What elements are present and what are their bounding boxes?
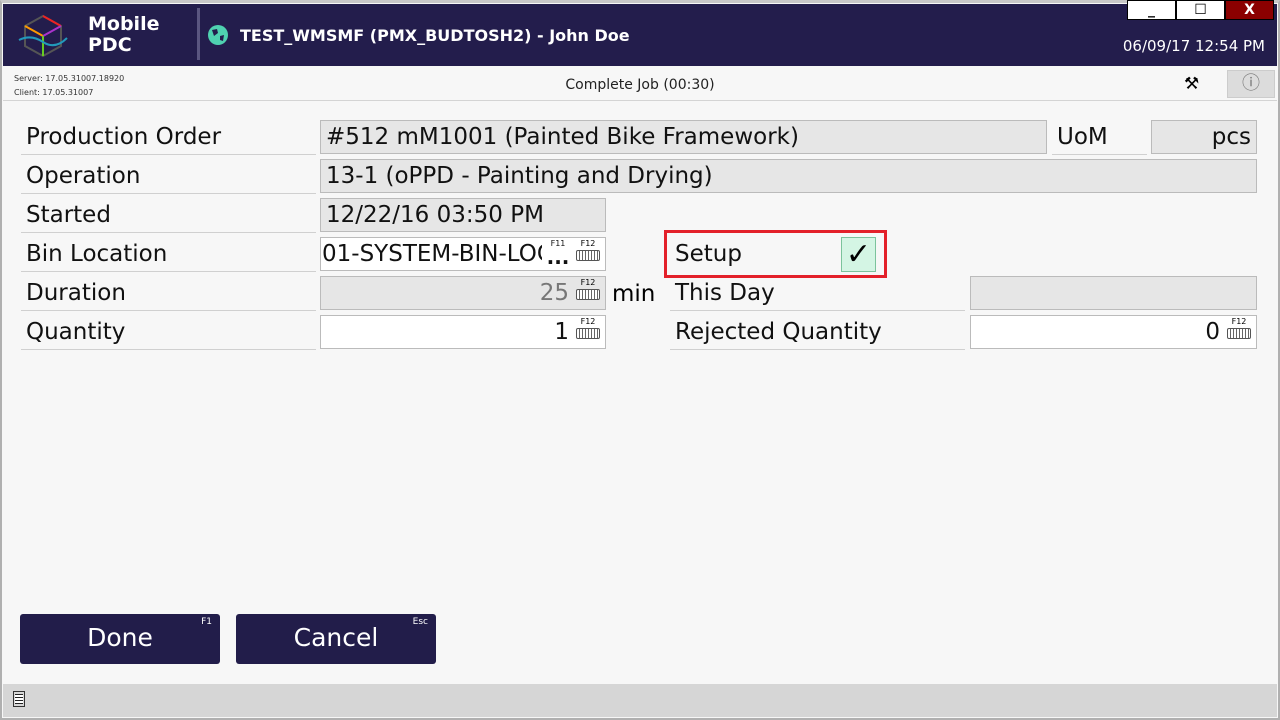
server-version: Server: 17.05.31007.18920	[14, 74, 125, 83]
done-hotkey: F1	[201, 617, 212, 627]
brand-line2: PDC	[88, 34, 132, 56]
operation-field: 13-1 (oPPD - Painting and Drying)	[320, 159, 1257, 193]
rejected-quantity-label: Rejected Quantity	[670, 314, 965, 350]
duration-field: 25 F12	[320, 276, 606, 310]
setup-highlight	[664, 230, 887, 278]
client-version: Client: 17.05.31007	[14, 88, 94, 97]
production-order-label: Production Order	[21, 119, 316, 155]
cancel-hotkey: Esc	[412, 617, 428, 627]
maximize-button[interactable]: ☐	[1176, 0, 1225, 20]
keyboard-hotkey: F12	[580, 239, 596, 248]
keyboard-button[interactable]: F12	[574, 317, 602, 347]
keyboard-button[interactable]: F12	[574, 239, 602, 269]
minimize-button[interactable]: _	[1127, 0, 1176, 20]
keyboard-icon	[1227, 328, 1251, 339]
bin-location-value: 01-SYSTEM-BIN-LOCATION	[322, 241, 542, 267]
this-day-field	[970, 276, 1257, 310]
bin-location-input[interactable]: 01-SYSTEM-BIN-LOCATION F11 ... F12	[320, 237, 606, 271]
mobile-pdc-logo-icon	[18, 14, 68, 58]
info-button[interactable]: ⓘ	[1227, 70, 1275, 98]
window-title: TEST_WMSMF (PMX_BUDTOSH2) - John Doe	[240, 26, 630, 45]
duration-value: 25	[539, 280, 569, 306]
uom-field: pcs	[1151, 120, 1257, 154]
keyboard-icon	[576, 289, 600, 300]
app-header: Mobile PDC TEST_WMSMF (PMX_BUDTOSH2) - Jo…	[3, 0, 1277, 66]
keyboard-icon	[576, 250, 600, 261]
this-day-label: This Day	[670, 275, 965, 311]
duration-label: Duration	[21, 275, 316, 311]
keyboard-button[interactable]: F12	[1225, 317, 1253, 347]
document-log-icon[interactable]	[13, 691, 25, 707]
uom-label: UoM	[1052, 119, 1147, 155]
bin-location-label: Bin Location	[21, 236, 316, 272]
datetime: 06/09/17 12:54 PM	[1122, 37, 1265, 55]
header-divider	[197, 8, 200, 60]
keyboard-button[interactable]: F12	[574, 278, 602, 308]
version-info: Server: 17.05.31007.18920 Client: 17.05.3…	[14, 72, 124, 100]
cancel-label: Cancel	[293, 623, 379, 652]
keyboard-hotkey: F12	[580, 317, 596, 326]
rejected-quantity-value: 0	[1205, 319, 1220, 345]
sub-header: Server: 17.05.31007.18920 Client: 17.05.3…	[3, 66, 1277, 101]
brand-name: Mobile PDC	[88, 14, 159, 56]
globe-icon	[208, 25, 228, 45]
duration-unit: min	[612, 281, 656, 307]
status-bar	[3, 684, 1277, 717]
brand-line1: Mobile	[88, 13, 160, 35]
browse-button[interactable]: ...	[546, 250, 570, 269]
quantity-label: Quantity	[21, 314, 316, 350]
window-controls: _ ☐ X	[1127, 0, 1274, 20]
keyboard-hotkey: F12	[580, 278, 596, 287]
page-title: Complete Job (00:30)	[565, 77, 715, 93]
cancel-button[interactable]: Cancel Esc	[236, 614, 436, 664]
close-button[interactable]: X	[1225, 0, 1274, 20]
started-field: 12/22/16 03:50 PM	[320, 198, 606, 232]
browse-hotkey: F11	[550, 239, 566, 248]
quantity-input[interactable]: 1 F12	[320, 315, 606, 349]
operation-label: Operation	[21, 158, 316, 194]
setup-label: Setup	[675, 241, 742, 267]
quantity-value: 1	[554, 319, 569, 345]
started-label: Started	[21, 197, 316, 233]
done-label: Done	[87, 623, 153, 652]
keyboard-hotkey: F12	[1231, 317, 1247, 326]
tools-icon[interactable]: ⚒	[1184, 74, 1200, 94]
rejected-quantity-input[interactable]: 0 F12	[970, 315, 1257, 349]
setup-checkbox[interactable]: ✓	[841, 237, 876, 272]
keyboard-icon	[576, 328, 600, 339]
done-button[interactable]: Done F1	[20, 614, 220, 664]
production-order-field: #512 mM1001 (Painted Bike Framework)	[320, 120, 1047, 154]
